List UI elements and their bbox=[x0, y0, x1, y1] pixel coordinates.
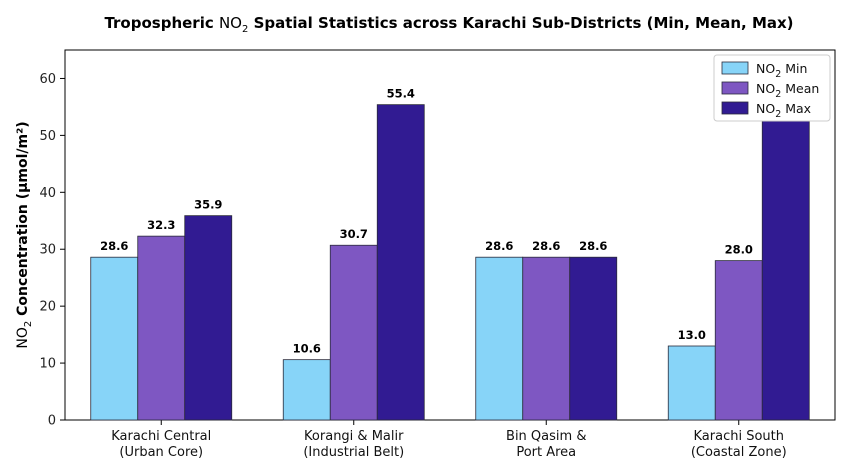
data-label: 28.6 bbox=[532, 239, 560, 253]
legend-entry-chem: NO bbox=[756, 101, 775, 116]
data-label: 10.6 bbox=[293, 342, 321, 356]
legend-entry-chem: NO bbox=[756, 61, 775, 76]
legend-entry: NO2 Mean bbox=[756, 81, 819, 100]
data-label: 28.0 bbox=[725, 243, 753, 257]
legend-entry-stat: Max bbox=[781, 101, 811, 116]
bar bbox=[282, 359, 331, 421]
data-label: 35.9 bbox=[194, 198, 222, 212]
y-axis-label-text: Concentration bbox=[15, 199, 31, 321]
legend-entry-sub: 2 bbox=[775, 89, 781, 100]
legend-entry-sub: 2 bbox=[775, 69, 781, 80]
title-prefix: Tropospheric bbox=[104, 14, 219, 32]
y-axis-label-unit: (μmol/m²) bbox=[15, 121, 31, 199]
legend-entry-stat: Min bbox=[781, 61, 807, 76]
legend-entry: NO2 Min bbox=[756, 61, 807, 80]
legend-entry-chem: NO bbox=[756, 81, 775, 96]
y-tick-label: 30 bbox=[39, 243, 56, 258]
bars bbox=[90, 104, 810, 421]
bar bbox=[137, 235, 186, 421]
data-label: 30.7 bbox=[340, 227, 368, 241]
y-axis-label: NO2 Concentration (μmol/m²) bbox=[15, 121, 34, 348]
y-tick-label: 20 bbox=[39, 300, 56, 315]
bar bbox=[667, 345, 716, 421]
x-tick-label: Bin Qasim & bbox=[506, 429, 586, 444]
bar bbox=[761, 120, 810, 421]
y-tick-label: 10 bbox=[39, 357, 56, 372]
legend-swatch bbox=[721, 81, 749, 95]
title-suffix: Spatial Statistics across Karachi Sub-Di… bbox=[248, 14, 793, 32]
legend-swatch bbox=[721, 101, 749, 115]
bar bbox=[184, 215, 233, 421]
chart-title: Tropospheric NO2 Spatial Statistics acro… bbox=[104, 14, 793, 35]
y-axis-label-sub: 2 bbox=[23, 321, 34, 327]
bar bbox=[522, 256, 571, 421]
x-tick-label-sub: (Coastal Zone) bbox=[691, 445, 787, 460]
bar bbox=[475, 256, 524, 421]
y-tick-label: 50 bbox=[39, 129, 56, 144]
y-tick-label: 0 bbox=[48, 414, 56, 429]
bar bbox=[90, 256, 139, 421]
x-tick-label: Karachi South bbox=[694, 429, 785, 444]
x-tick-label: Karachi Central bbox=[111, 429, 211, 444]
data-label: 28.6 bbox=[579, 239, 607, 253]
x-tick-label-sub: (Urban Core) bbox=[119, 445, 203, 460]
data-label: 13.0 bbox=[678, 328, 706, 342]
legend-entry-stat: Mean bbox=[781, 81, 819, 96]
data-label: 28.6 bbox=[485, 239, 513, 253]
bar bbox=[569, 256, 618, 421]
data-label: 28.6 bbox=[100, 239, 128, 253]
y-tick-label: 60 bbox=[39, 72, 56, 87]
x-tick-label-sub: Port Area bbox=[516, 445, 576, 460]
x-tick-label-sub: (Industrial Belt) bbox=[303, 445, 404, 460]
data-label: 32.3 bbox=[147, 218, 175, 232]
y-tick-label: 40 bbox=[39, 186, 56, 201]
x-tick-label: Korangi & Malir bbox=[304, 429, 404, 444]
data-labels: 28.6 10.6 28.6 13.0 32.3 30.7 28.6 28.0 35.9 55.4… bbox=[100, 87, 753, 356]
data-label: 55.4 bbox=[387, 87, 415, 101]
legend-entry-sub: 2 bbox=[775, 109, 781, 120]
y-axis-label-chem: NO bbox=[15, 327, 31, 349]
legend-entry: NO2 Max bbox=[756, 101, 811, 120]
title-sub: 2 bbox=[242, 24, 248, 35]
title-chem: NO bbox=[219, 14, 242, 32]
plot-frame bbox=[64, 49, 836, 421]
legend-swatch bbox=[721, 61, 749, 75]
bar bbox=[714, 260, 763, 421]
bar bbox=[329, 244, 378, 421]
bar bbox=[376, 104, 425, 421]
axes: 0 10 20 30 40 50 60 Karachi Central(Urban Core)… bbox=[15, 49, 836, 460]
